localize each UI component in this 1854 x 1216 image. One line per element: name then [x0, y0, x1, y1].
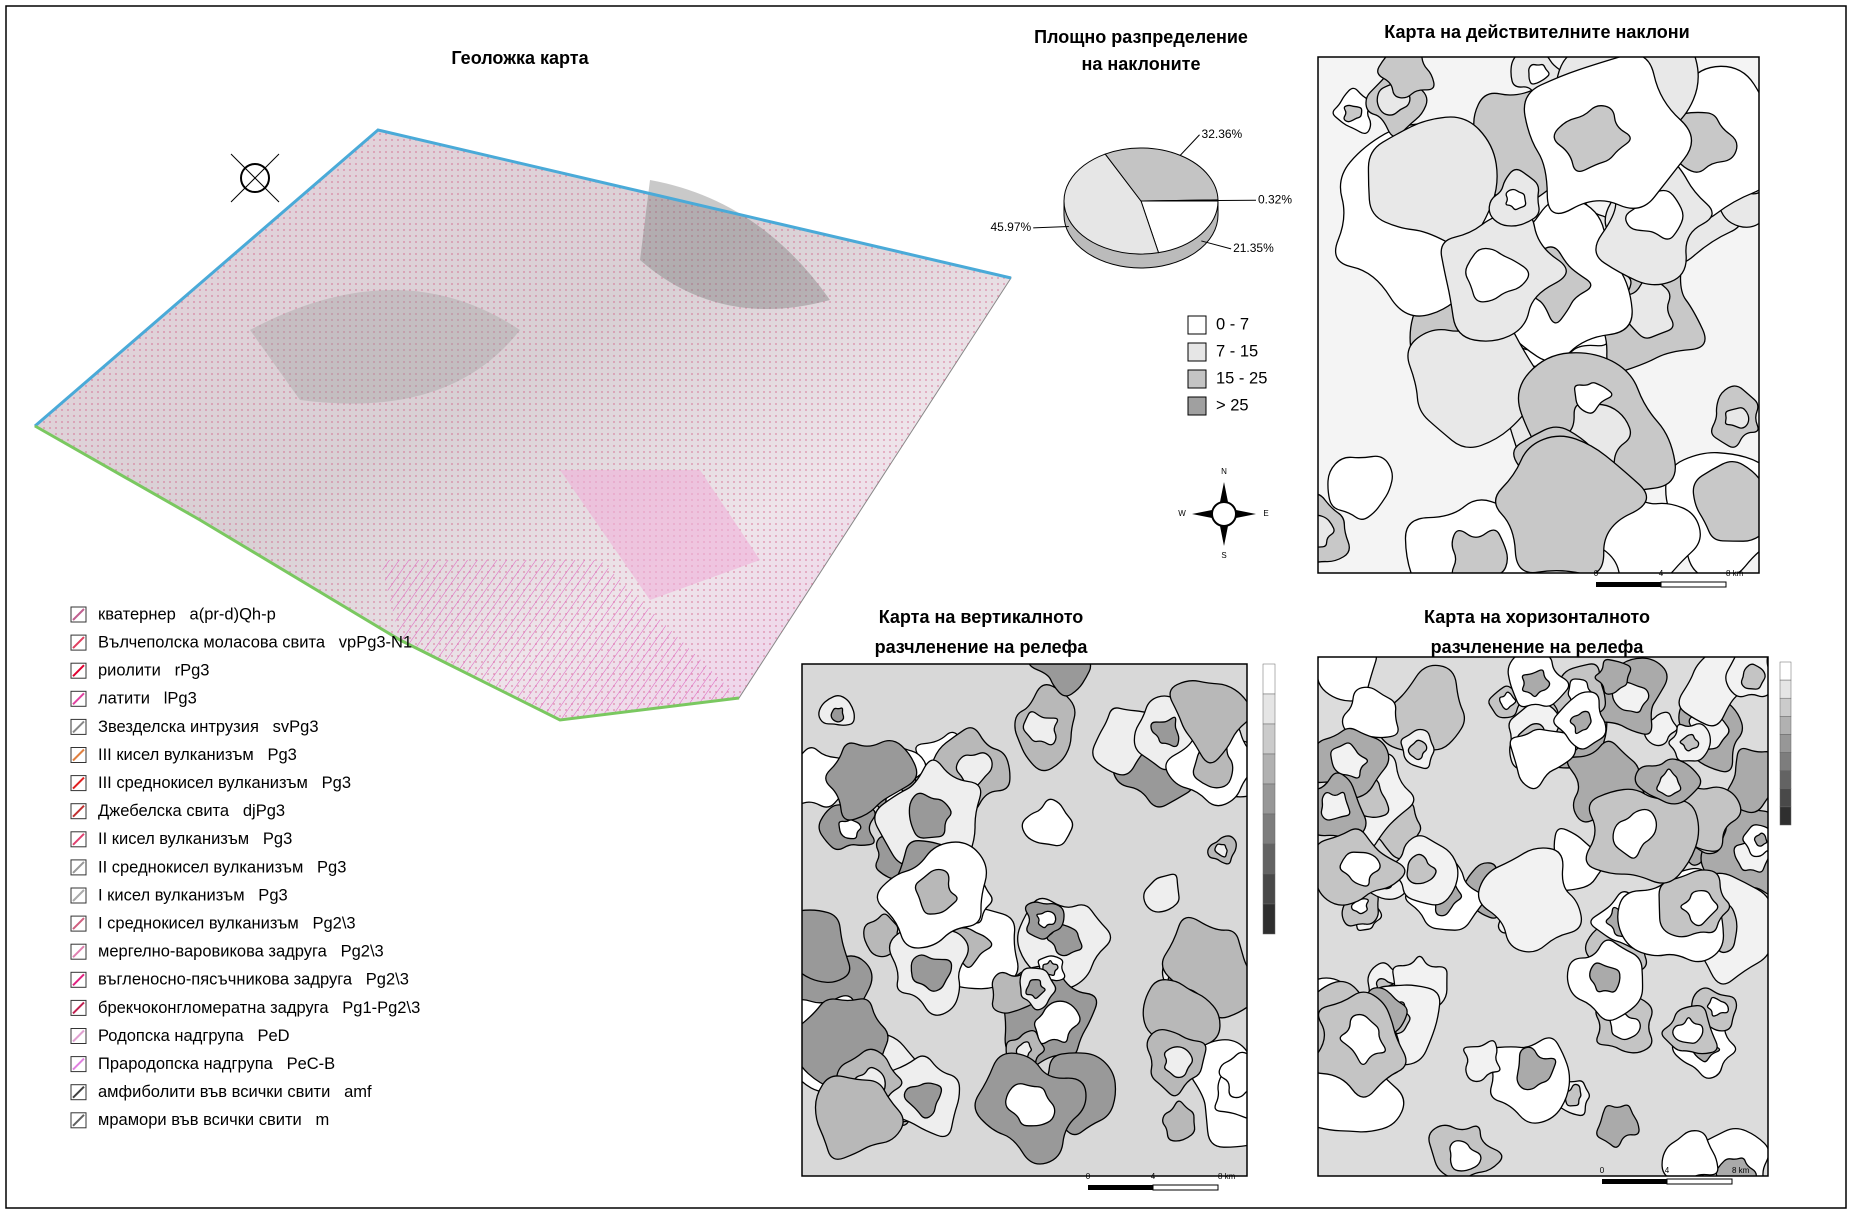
legend-label: риолити rPg3 [98, 662, 209, 680]
legend-label: 15 - 25 [1216, 369, 1267, 387]
legend-label: > 25 [1216, 396, 1249, 414]
colorbar-step [1263, 874, 1275, 904]
legend-label: 7 - 15 [1216, 342, 1258, 360]
geo-title: Геоложка карта [451, 48, 589, 68]
contour-map [1284, 9, 1806, 639]
legend-label: Джебелска свита djPg3 [98, 802, 285, 820]
scale-label: 8 km [1732, 1166, 1750, 1175]
colorbar-step [1263, 694, 1275, 724]
map-title: Карта на вертикалното [879, 607, 1084, 627]
legend-label: I кисел вулканизъм Pg3 [98, 886, 288, 904]
legend-label: Звезделска интрузия svPg3 [98, 718, 319, 736]
legend-label: I среднокисел вулканизъм Pg2\3 [98, 914, 356, 932]
scale-label: 4 [1665, 1166, 1670, 1175]
contour [1321, 792, 1349, 820]
colorbar-step [1780, 753, 1791, 771]
figure: Геоложка карта кватернер a(pr-d)Qh-p Вълч… [0, 0, 1854, 1216]
colorbar-step [1780, 698, 1791, 716]
contour-map [1274, 645, 1793, 1211]
map-title: разчленение на релефа [875, 637, 1089, 657]
scale-label: 4 [1659, 569, 1664, 578]
pie-title: на наклоните [1082, 54, 1201, 74]
pie-label: 32.36% [1202, 127, 1243, 141]
colorbar-step [1263, 754, 1275, 784]
colorbar-step [1780, 807, 1791, 825]
legend-swatch [1188, 316, 1206, 334]
legend-label: III кисел вулканизъм Pg3 [98, 746, 297, 764]
colorbar-step [1263, 844, 1275, 874]
legend-label: Вълчеполска моласова свита vpPg3-N1 [98, 633, 412, 651]
scale-bar [1153, 1185, 1218, 1190]
pie-label: 45.97% [991, 220, 1032, 234]
colorbar-step [1780, 789, 1791, 807]
legend-label: Прародопска надгрупа PeC-B [98, 1055, 335, 1073]
scale-bar [1661, 582, 1726, 587]
colorbar-step [1263, 814, 1275, 844]
map-title: разчленение на релефа [1431, 637, 1645, 657]
map-title: Карта на действителните наклони [1384, 22, 1689, 42]
legend-label: мергелно-варовикова задруга Pg2\3 [98, 943, 384, 961]
legend-label: въгленосно-пясъчникова задруга Pg2\3 [98, 971, 409, 989]
scale-bar [1667, 1179, 1732, 1184]
scale-label: 0 [1600, 1166, 1605, 1175]
colorbar-step [1780, 662, 1791, 680]
legend-label: III среднокисел вулканизъм Pg3 [98, 774, 351, 792]
scale-label: 4 [1151, 1172, 1156, 1181]
colorbar-step [1780, 734, 1791, 752]
pie-label: 21.35% [1233, 241, 1274, 255]
colorbar-step [1263, 724, 1275, 754]
scale-label: 0 [1594, 569, 1599, 578]
legend-label: II кисел вулканизъм Pg3 [98, 830, 292, 848]
legend-label: мрамори във всички свити m [98, 1111, 329, 1129]
pie-label: 0.32% [1258, 192, 1292, 206]
scale-bar [1088, 1185, 1153, 1190]
colorbar-step [1780, 680, 1791, 698]
scale-bar [1596, 582, 1661, 587]
scale-label: 8 km [1218, 1172, 1236, 1181]
contour [1726, 408, 1749, 428]
colorbar-step [1263, 664, 1275, 694]
colorbar-step [1263, 784, 1275, 814]
legend-label: латити lPg3 [98, 690, 197, 708]
legend-swatch [1188, 343, 1206, 361]
compass-w: W [1178, 509, 1186, 518]
legend-label: II среднокисел вулканизъм Pg3 [98, 858, 346, 876]
legend-swatch [1188, 397, 1206, 415]
contour [831, 708, 843, 722]
compass-s: S [1221, 551, 1226, 560]
contour-map [763, 629, 1298, 1176]
compass-e: E [1263, 509, 1268, 518]
colorbar-step [1780, 716, 1791, 734]
scale-bar [1602, 1179, 1667, 1184]
pie-title: Площно разпределение [1034, 27, 1248, 47]
legend-swatch [1188, 370, 1206, 388]
scale-label: 8 km [1726, 569, 1744, 578]
legend-label: брекчоконгломератна задруга Pg1-Pg2\3 [98, 999, 420, 1017]
legend-label: амфиболити във всички свити amf [98, 1083, 372, 1101]
colorbar-step [1780, 771, 1791, 789]
compass-n: N [1221, 467, 1227, 476]
map-title: Карта на хоризонталното [1424, 607, 1650, 627]
scale-label: 0 [1086, 1172, 1091, 1181]
legend-label: Родопска надгрупа PeD [98, 1027, 290, 1045]
legend-label: кватернер a(pr-d)Qh-p [98, 605, 276, 623]
colorbar-step [1263, 904, 1275, 934]
legend-label: 0 - 7 [1216, 315, 1249, 333]
